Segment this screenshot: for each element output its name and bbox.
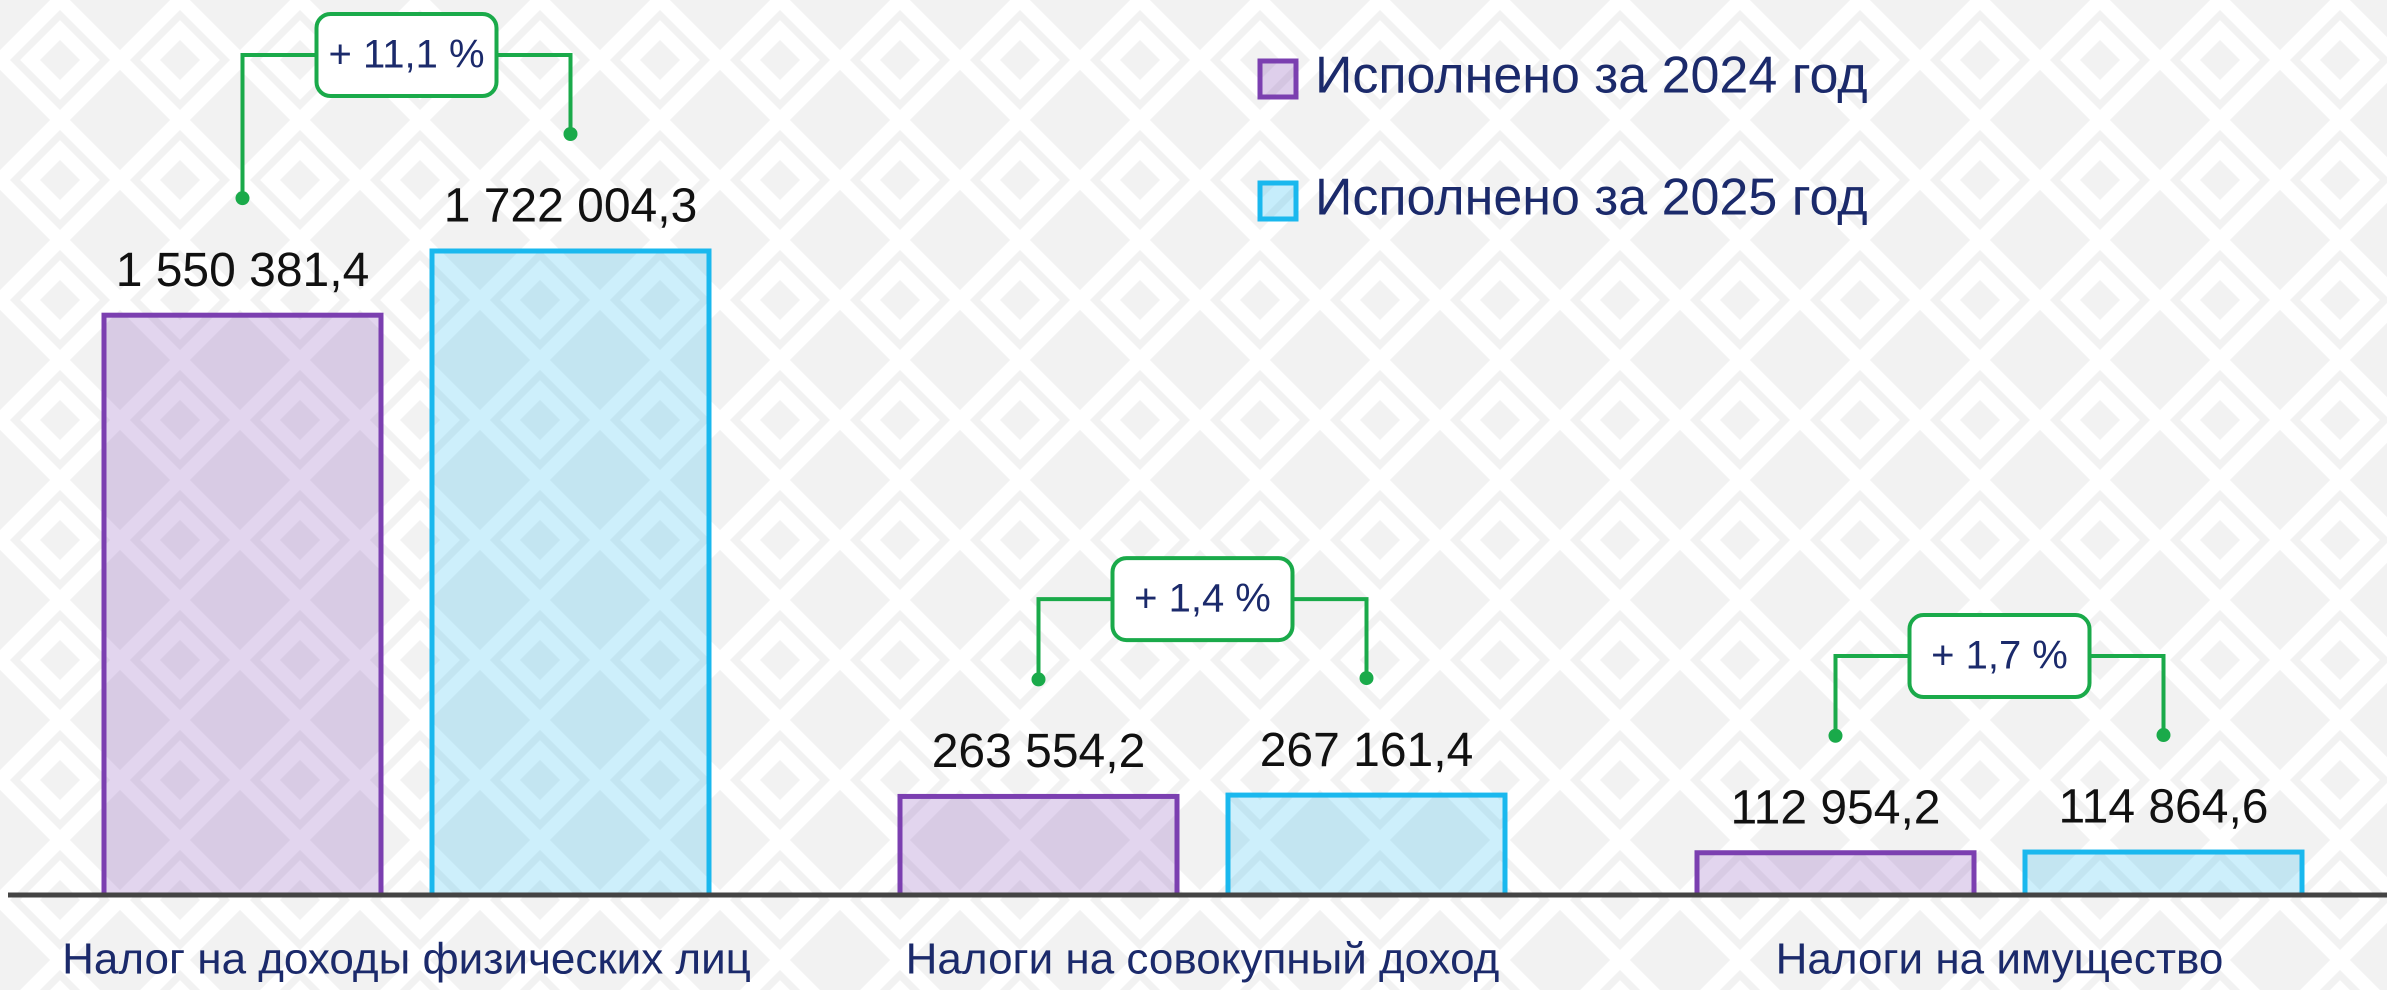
annotation-text: + 1,7 %: [1931, 634, 2068, 678]
annotation-box: [314, 12, 499, 98]
annotation-box: [1110, 556, 1295, 643]
annotation-box: [1907, 613, 2092, 700]
value-label: 267 161,4: [1260, 724, 1474, 777]
legend-swatch: [1257, 180, 1299, 222]
annotation-dot: [1828, 728, 1843, 743]
annotation-bracket: [1036, 597, 1369, 680]
bar: [1694, 850, 1977, 898]
legend-swatch: [1257, 58, 1299, 100]
value-label: 112 954,2: [1731, 781, 1941, 834]
annotation-dot: [2156, 728, 2171, 743]
annotation-bracket: [1833, 654, 2166, 736]
category-label: Налог на доходы физических лиц: [62, 935, 751, 984]
annotation-dot: [1359, 671, 1374, 686]
annotation-dot: [1031, 672, 1046, 687]
bar: [101, 312, 384, 898]
value-label: 1 722 004,3: [444, 180, 698, 233]
annotation-dot: [563, 127, 578, 141]
value-label: 1 550 381,4: [116, 244, 370, 297]
value-label: 263 554,2: [932, 725, 1146, 778]
bar: [429, 248, 712, 898]
legend-label: Исполнено за 2025 год: [1315, 169, 1868, 227]
value-label: 114 864,6: [2059, 781, 2269, 834]
category-label: Налоги на имущество: [1776, 935, 2224, 984]
annotation-text: + 11,1 %: [328, 33, 484, 77]
annotation-bracket: [240, 53, 573, 199]
annotation-dot: [235, 191, 250, 206]
bar: [2022, 849, 2305, 898]
bar: [897, 793, 1180, 898]
bar: [1225, 792, 1508, 898]
legend-label: Исполнено за 2024 год: [1315, 47, 1868, 105]
category-label: Налоги на совокупный доход: [906, 935, 1500, 984]
annotation-text: + 1,4 %: [1134, 577, 1271, 621]
